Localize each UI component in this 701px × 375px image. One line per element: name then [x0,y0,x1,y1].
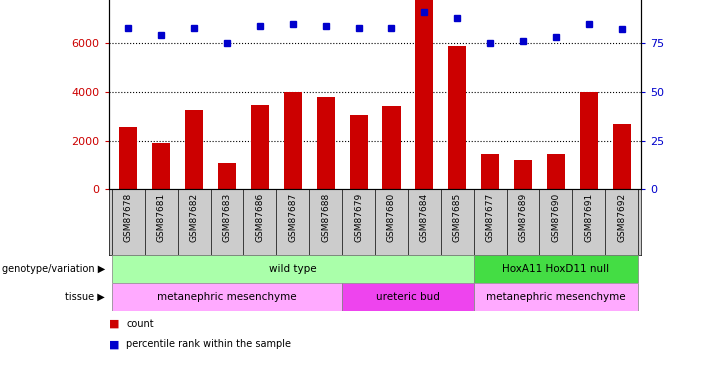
Text: GSM87684: GSM87684 [420,193,429,242]
Bar [474,255,638,283]
Bar [218,163,236,189]
Bar [112,283,342,311]
Bar [350,115,367,189]
Text: metanephric mesenchyme: metanephric mesenchyme [157,292,297,302]
Text: count: count [126,319,154,329]
Bar [415,0,433,189]
Text: GSM87689: GSM87689 [519,193,528,242]
Bar [547,154,565,189]
Bar [152,143,170,189]
Text: genotype/variation ▶: genotype/variation ▶ [2,264,105,274]
Text: metanephric mesenchyme: metanephric mesenchyme [486,292,626,302]
Bar [613,124,631,189]
Text: GSM87683: GSM87683 [222,193,231,242]
Bar [185,110,203,189]
Bar [342,283,474,311]
Text: GSM87679: GSM87679 [354,193,363,242]
Bar [514,160,532,189]
Bar [448,45,466,189]
Text: GSM87688: GSM87688 [321,193,330,242]
Bar [481,154,499,189]
Text: wild type: wild type [269,264,317,274]
Text: GSM87677: GSM87677 [486,193,495,242]
Text: GSM87682: GSM87682 [190,193,198,242]
Text: GSM87680: GSM87680 [387,193,396,242]
Bar [474,283,638,311]
Text: GSM87692: GSM87692 [617,193,626,242]
Text: HoxA11 HoxD11 null: HoxA11 HoxD11 null [503,264,609,274]
Bar [580,92,598,189]
Text: ■: ■ [109,339,119,350]
Text: ureteric bud: ureteric bud [376,292,440,302]
Text: GSM87681: GSM87681 [157,193,165,242]
Bar [251,105,269,189]
Text: tissue ▶: tissue ▶ [65,292,105,302]
Text: GSM87678: GSM87678 [124,193,133,242]
Text: ■: ■ [109,319,119,329]
Bar [284,92,302,189]
Text: GSM87685: GSM87685 [453,193,462,242]
Text: GSM87687: GSM87687 [288,193,297,242]
Bar [119,127,137,189]
Bar [317,97,335,189]
Text: GSM87686: GSM87686 [255,193,264,242]
Text: GSM87690: GSM87690 [552,193,560,242]
Text: GSM87691: GSM87691 [585,193,593,242]
Bar [112,255,474,283]
Bar [383,106,400,189]
Text: percentile rank within the sample: percentile rank within the sample [126,339,291,350]
